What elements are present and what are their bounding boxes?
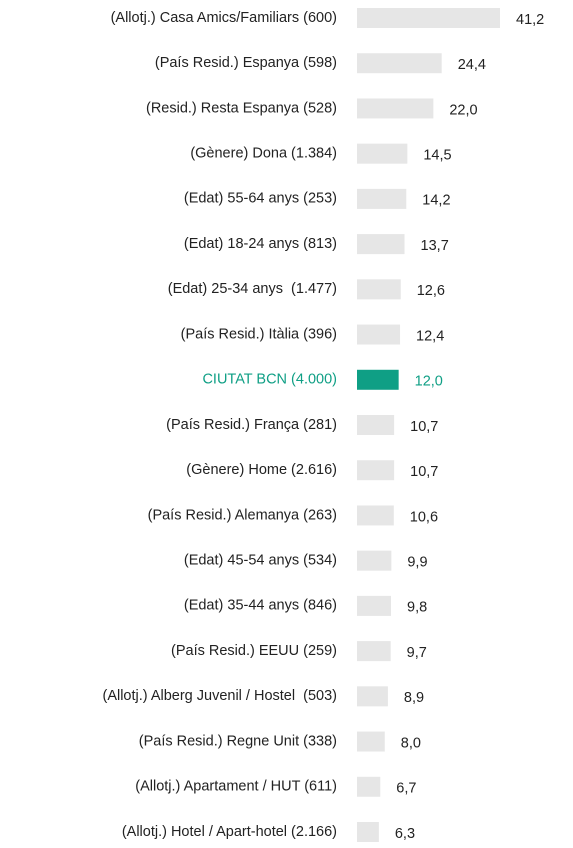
bar [357,822,379,842]
bar [357,731,385,752]
bar [357,324,401,345]
category-label: (Allotj.) Hotel / Apart-hotel (2.166) [122,824,337,840]
value-label: 22,0 [449,102,477,118]
category-label: (País Resid.) França (281) [166,417,337,433]
bar [357,776,381,797]
category-label: (País Resid.) Itàlia (396) [181,326,337,342]
category-label: (País Resid.) Alemanya (263) [148,507,337,523]
bar [357,279,401,300]
category-label: (Allotj.) Apartament / HUT (611) [135,779,337,795]
category-label: (Resid.) Resta Espanya (528) [146,100,337,116]
bar [357,460,395,481]
category-label: (País Resid.) Regne Unit (338) [139,733,337,749]
value-label: 6,7 [396,781,416,797]
category-label: (Edat) 35-44 anys (846) [184,598,337,614]
value-label: 6,3 [395,826,415,842]
bar [357,686,388,707]
bar [357,143,408,164]
category-label: (País Resid.) Espanya (598) [155,55,337,71]
category-label: (Allotj.) Casa Amics/Familiars (600) [111,10,337,26]
value-label: 9,7 [407,645,427,661]
bar [357,188,407,209]
bar [357,595,392,616]
category-label: (Gènere) Home (2.616) [186,462,337,478]
category-label: (Edat) 25-34 anys (1.477) [168,281,337,297]
value-label: 41,2 [516,12,544,28]
bar [357,53,442,74]
category-label: (País Resid.) EEUU (259) [171,643,337,659]
value-label: 10,7 [410,464,438,480]
bar [357,415,395,435]
bar [357,505,394,526]
value-label: 10,6 [410,509,438,525]
value-label: 14,2 [422,193,450,209]
category-label: (Edat) 45-54 anys (534) [184,552,337,568]
category-label: (Allotj.) Alberg Juvenil / Hostel (503) [102,688,337,704]
value-label: 24,4 [458,57,486,73]
category-label: CIUTAT BCN (4.000) [202,372,337,388]
category-label: (Edat) 18-24 anys (813) [184,236,337,252]
value-label: 8,9 [404,690,424,706]
value-label: 10,7 [410,419,438,435]
value-label: 12,6 [417,283,445,299]
value-label: 13,7 [421,238,449,254]
bar [357,8,500,28]
bar [357,98,434,119]
value-label: 14,5 [423,147,451,163]
value-label: 12,4 [416,328,444,344]
bar [357,234,405,255]
bar [357,369,399,390]
value-label: 9,8 [407,600,427,616]
category-label: (Gènere) Dona (1.384) [190,145,337,161]
value-label: 9,9 [407,554,427,570]
category-label: (Edat) 55-64 anys (253) [184,191,337,207]
value-label: 12,0 [415,374,443,390]
bar [357,550,392,571]
bar [357,641,391,662]
value-label: 8,0 [401,735,421,751]
